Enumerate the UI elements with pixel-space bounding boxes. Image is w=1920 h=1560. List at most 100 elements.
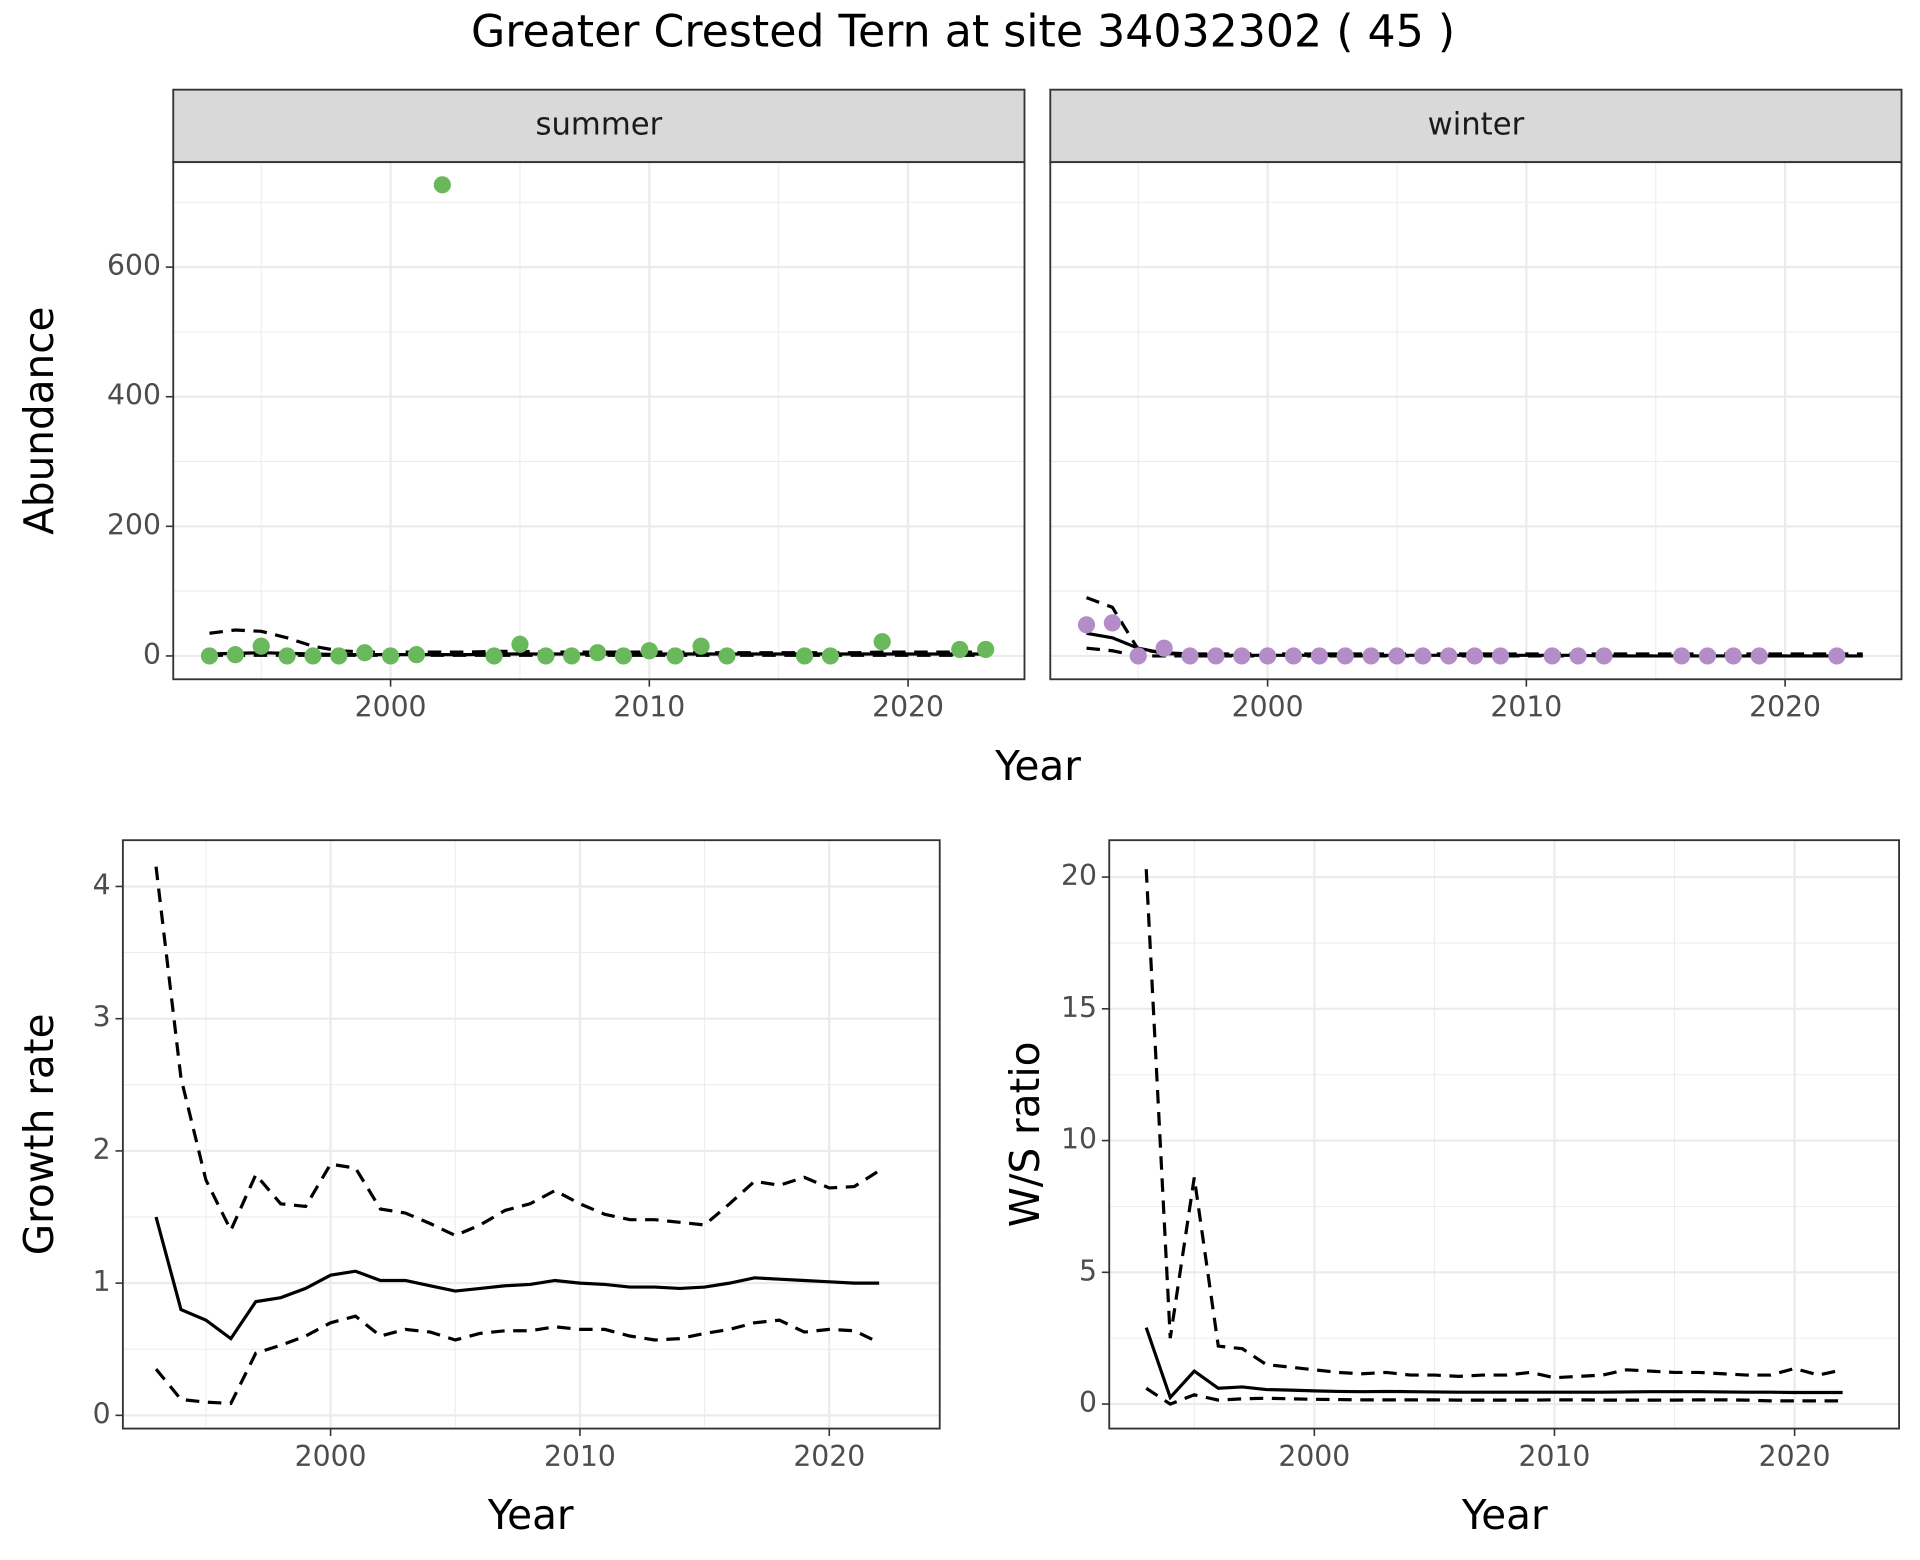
data-point: [1466, 647, 1484, 665]
x-axis-title: Year: [994, 742, 1081, 790]
data-point: [485, 647, 503, 665]
x-tick-label: 2020: [1759, 1440, 1831, 1473]
data-point: [433, 176, 451, 194]
data-point: [873, 633, 891, 651]
y-tick-label: 10: [1061, 1123, 1097, 1156]
y-tick-label: 400: [107, 379, 161, 412]
x-tick-label: 2020: [793, 1440, 865, 1473]
data-point: [563, 647, 581, 665]
y-axis-title: Growth rate: [15, 1013, 63, 1255]
data-point: [1233, 647, 1251, 665]
data-point: [278, 647, 296, 665]
data-point: [200, 647, 219, 665]
x-tick-label: 2000: [1278, 1440, 1350, 1473]
strip: [1049, 88, 1903, 164]
dashed-line: [1144, 869, 1843, 1380]
data-point: [1155, 639, 1173, 657]
panel-border: [1049, 161, 1903, 681]
x-tick-label: 2000: [355, 691, 427, 724]
y-tick-label: 200: [107, 508, 161, 541]
y-tick-label: 5: [1079, 1254, 1097, 1287]
data-point: [1673, 647, 1691, 665]
x-tick-label: 2020: [1749, 691, 1821, 724]
data-point: [1543, 647, 1561, 665]
solid-line: [154, 1216, 880, 1341]
data-point: [1569, 647, 1587, 665]
data-point: [356, 644, 374, 662]
data-point: [226, 646, 244, 664]
y-tick-label: 0: [143, 638, 161, 671]
y-tick-label: 0: [1079, 1386, 1097, 1419]
data-point: [614, 647, 633, 665]
x-tick-label: 2010: [1519, 1440, 1591, 1473]
data-point: [1129, 647, 1147, 665]
strip-label: winter: [1428, 107, 1525, 142]
panel-background: [173, 162, 1025, 680]
data-point: [511, 635, 529, 653]
solid-line: [1144, 1327, 1843, 1401]
data-point: [795, 647, 814, 665]
data-point: [588, 644, 607, 662]
panel-border: [1108, 839, 1900, 1430]
panel-background: [1050, 162, 1902, 680]
data-point: [1440, 647, 1458, 665]
data-point: [304, 647, 322, 665]
data-point: [1259, 647, 1277, 665]
x-tick-label: 2020: [872, 691, 944, 724]
x-axis-title: Year: [1461, 1491, 1548, 1539]
data-point: [1491, 647, 1510, 665]
y-tick-label: 3: [93, 1001, 111, 1034]
data-point: [1828, 647, 1846, 665]
y-tick-label: 1: [93, 1265, 111, 1298]
data-point: [666, 647, 684, 665]
data-point: [1077, 616, 1096, 634]
data-point: [977, 640, 995, 659]
x-tick-label: 2000: [295, 1440, 367, 1473]
x-tick-label: 2010: [544, 1440, 616, 1473]
data-point: [330, 647, 348, 665]
data-point: [1414, 647, 1432, 665]
data-point: [537, 647, 555, 665]
data-point: [381, 647, 400, 665]
y-tick-label: 15: [1061, 991, 1097, 1024]
data-point: [1698, 647, 1717, 665]
data-point: [692, 637, 710, 655]
data-point: [1750, 647, 1768, 665]
data-point: [1595, 647, 1613, 665]
data-point: [1310, 647, 1328, 665]
data-point: [640, 642, 658, 660]
y-tick-label: 20: [1061, 859, 1097, 892]
data-point: [1207, 647, 1225, 665]
panel-background: [122, 840, 940, 1429]
strip-label: summer: [535, 107, 662, 142]
data-point: [821, 647, 840, 665]
panel-border: [172, 161, 1026, 681]
y-tick-label: 600: [107, 249, 161, 282]
data-point: [1103, 614, 1121, 632]
strip: [172, 88, 1026, 164]
data-point: [1724, 647, 1742, 665]
x-tick-label: 2000: [1232, 691, 1304, 724]
x-tick-label: 2010: [1490, 691, 1562, 724]
figure-title: Greater Crested Tern at site 34032302 ( …: [471, 6, 1455, 57]
data-point: [252, 637, 270, 655]
panel-border: [121, 839, 941, 1430]
y-tick-label: 0: [93, 1397, 111, 1430]
data-point: [1336, 647, 1354, 665]
data-point: [718, 647, 736, 665]
y-axis-title: W/S ratio: [1001, 1042, 1049, 1228]
y-axis-title: Abundance: [15, 307, 63, 535]
dashed-line: [154, 866, 880, 1238]
y-tick-label: 4: [93, 868, 111, 901]
data-point: [1284, 647, 1303, 665]
data-point: [1388, 647, 1406, 665]
data-point: [1181, 647, 1199, 665]
data-point: [1362, 647, 1380, 665]
x-tick-label: 2010: [613, 691, 685, 724]
y-tick-label: 2: [93, 1133, 111, 1166]
data-point: [951, 640, 969, 659]
x-axis-title: Year: [487, 1491, 574, 1539]
panel-background: [1109, 840, 1900, 1429]
